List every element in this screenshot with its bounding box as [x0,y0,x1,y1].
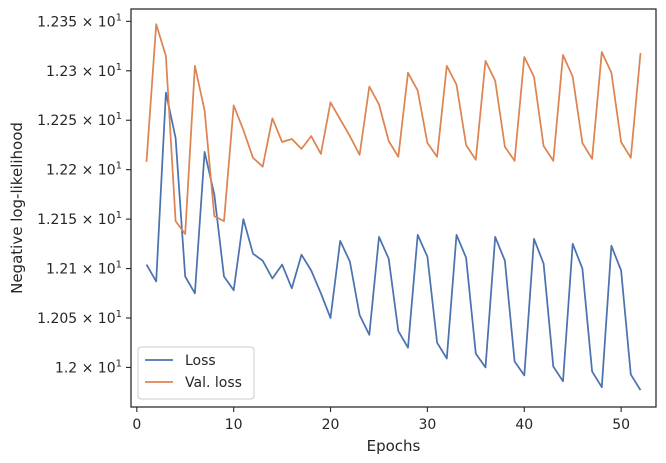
x-tick-label: 40 [515,417,533,433]
x-tick-label: 30 [418,417,436,433]
x-axis-label: Epochs [367,437,421,455]
plot-frame [130,8,657,408]
y-tick-label: 1.23 × 101 [46,62,122,80]
y-tick-label: 1.235 × 101 [37,12,122,30]
legend-label-val-loss: Val. loss [185,375,242,391]
legend-label-loss: Loss [185,353,216,369]
y-tick-label: 1.22 × 101 [46,161,122,179]
series-line-loss [145,91,642,391]
series-line-val-loss [145,23,642,235]
legend: Loss Val. loss [137,346,255,400]
x-tick-label: 20 [322,417,340,433]
y-tick-label: 1.205 × 101 [37,309,122,327]
x-tick-label: 10 [225,417,243,433]
y-tick-label: 1.225 × 101 [37,111,122,129]
plot-lines [145,23,642,391]
y-tick-label: 1.2 × 101 [55,358,122,376]
y-axis-ticks: 1.2 × 101 1.205 × 101 1.21 × 101 1.215 × 10… [37,12,131,376]
y-axis-label: Negative log-likelihood [8,122,26,294]
x-tick-label: 50 [612,417,630,433]
y-tick-label: 1.215 × 101 [37,210,122,228]
x-axis-ticks: 0 10 20 30 40 50 [132,407,630,433]
x-tick-label: 0 [132,417,141,433]
y-tick-label: 1.21 × 101 [46,260,122,278]
